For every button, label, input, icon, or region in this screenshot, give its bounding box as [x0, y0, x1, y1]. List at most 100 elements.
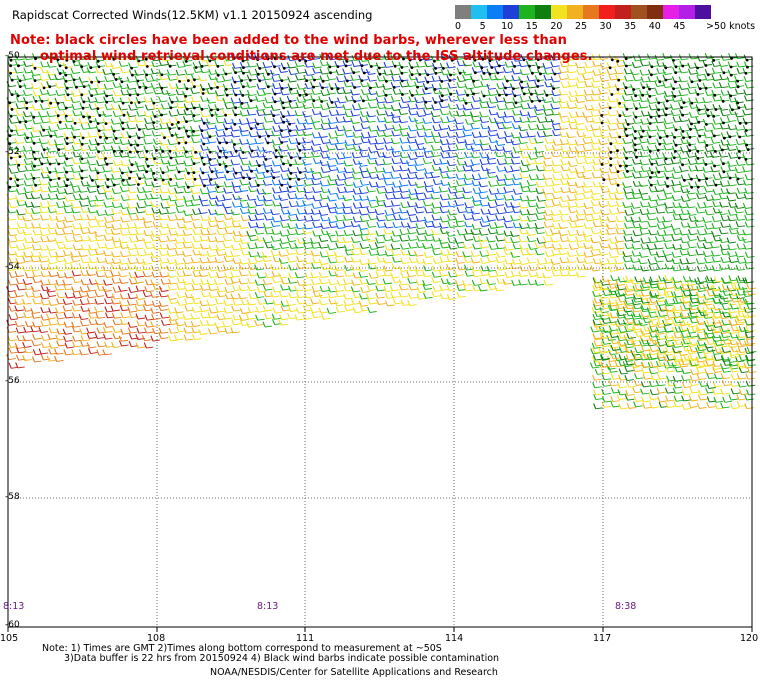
contamination-circle	[258, 135, 262, 139]
wind-barb	[575, 124, 585, 131]
contamination-circle	[704, 163, 708, 166]
contamination-circle	[360, 64, 364, 68]
wind-barb	[560, 81, 571, 88]
wind-barb	[23, 83, 33, 90]
contamination-circle	[650, 162, 654, 166]
contamination-circle	[82, 100, 86, 104]
wind-barb	[712, 95, 722, 102]
wind-barb	[416, 110, 426, 117]
contamination-circle	[440, 80, 444, 83]
wind-barb	[408, 125, 418, 132]
contamination-circle	[249, 127, 253, 130]
contamination-circle	[145, 157, 149, 161]
contamination-circle	[80, 176, 84, 180]
wind-barb	[54, 74, 64, 81]
contamination-circle	[66, 93, 70, 97]
contamination-circle	[553, 72, 557, 76]
wind-barb	[23, 111, 33, 118]
contamination-circle	[665, 107, 668, 110]
wind-barb	[694, 124, 704, 131]
contamination-circle	[209, 178, 213, 181]
wind-barb	[398, 117, 409, 124]
contamination-circle	[513, 65, 516, 68]
wind-barb	[590, 104, 601, 111]
contamination-circle	[234, 71, 238, 74]
wind-barb	[687, 88, 697, 95]
contamination-circle	[24, 120, 28, 123]
footer-credit: NOAA/NESDIS/Center for Satellite Applica…	[210, 667, 498, 678]
wind-barb	[176, 109, 187, 116]
wind-barb	[582, 74, 592, 81]
contamination-circle	[106, 178, 110, 181]
contamination-circle	[218, 141, 222, 145]
wind-barb	[711, 60, 721, 67]
contamination-circle	[480, 66, 484, 70]
wind-barb	[584, 61, 594, 69]
wind-barb	[351, 60, 362, 67]
contamination-circle	[234, 113, 238, 117]
wind-barb	[72, 110, 82, 117]
contamination-circle	[48, 171, 52, 174]
wind-barb	[575, 62, 585, 69]
contamination-circle	[168, 64, 172, 68]
wind-barb	[151, 130, 162, 137]
contamination-circle	[242, 71, 245, 75]
wind-barb	[470, 103, 481, 110]
contamination-circle	[65, 170, 68, 174]
contamination-circle	[362, 99, 365, 103]
contamination-circle	[234, 149, 238, 153]
wind-barb	[368, 125, 378, 132]
contamination-circle	[609, 142, 613, 146]
wind-barb	[246, 81, 256, 88]
contamination-circle	[721, 99, 725, 103]
wind-barb	[447, 125, 458, 132]
contamination-circle	[353, 86, 357, 89]
wind-barb	[622, 95, 632, 102]
contamination-circle	[99, 135, 102, 139]
contamination-circle	[136, 79, 140, 83]
contamination-circle	[178, 80, 182, 83]
wind-barb	[136, 60, 146, 67]
y-label-52: -52	[5, 147, 20, 157]
wind-barb	[414, 117, 424, 124]
wind-barb	[376, 109, 386, 116]
contamination-circle	[163, 136, 166, 140]
wind-barbs-layer	[6, 52, 757, 410]
contamination-circle	[392, 86, 396, 89]
wind-barb	[422, 117, 432, 124]
wind-barb	[462, 69, 473, 76]
contamination-circle	[202, 162, 206, 166]
wind-barb	[592, 60, 602, 67]
contamination-circle	[690, 185, 694, 189]
wind-barb	[38, 138, 49, 145]
contamination-circle	[282, 115, 285, 118]
wind-barb	[504, 103, 515, 110]
contamination-circle	[96, 142, 100, 146]
wind-barb	[87, 122, 98, 129]
wind-barb	[518, 125, 528, 132]
wind-barb	[352, 104, 362, 111]
wind-barb	[447, 82, 457, 89]
contamination-circle	[242, 176, 246, 180]
contamination-circle	[42, 148, 46, 152]
contamination-circle	[520, 80, 523, 84]
wind-barb	[384, 123, 394, 130]
contamination-circle	[305, 79, 309, 82]
wind-barb	[678, 90, 688, 97]
legend-swatch	[583, 5, 599, 19]
wind-barb	[678, 76, 689, 83]
wind-barb	[391, 130, 401, 137]
contamination-circle	[56, 114, 60, 118]
contamination-circle	[297, 142, 301, 146]
contamination-circle	[80, 65, 84, 69]
wind-barb	[567, 80, 577, 87]
wind-barb	[727, 124, 738, 131]
wind-barb	[455, 124, 465, 131]
wind-barb	[262, 74, 273, 81]
contamination-circle	[88, 115, 91, 119]
wind-barb	[408, 115, 419, 123]
wind-barb	[670, 110, 681, 117]
contamination-circle	[440, 99, 444, 103]
wind-barb	[456, 110, 466, 117]
wind-barb	[537, 116, 547, 124]
